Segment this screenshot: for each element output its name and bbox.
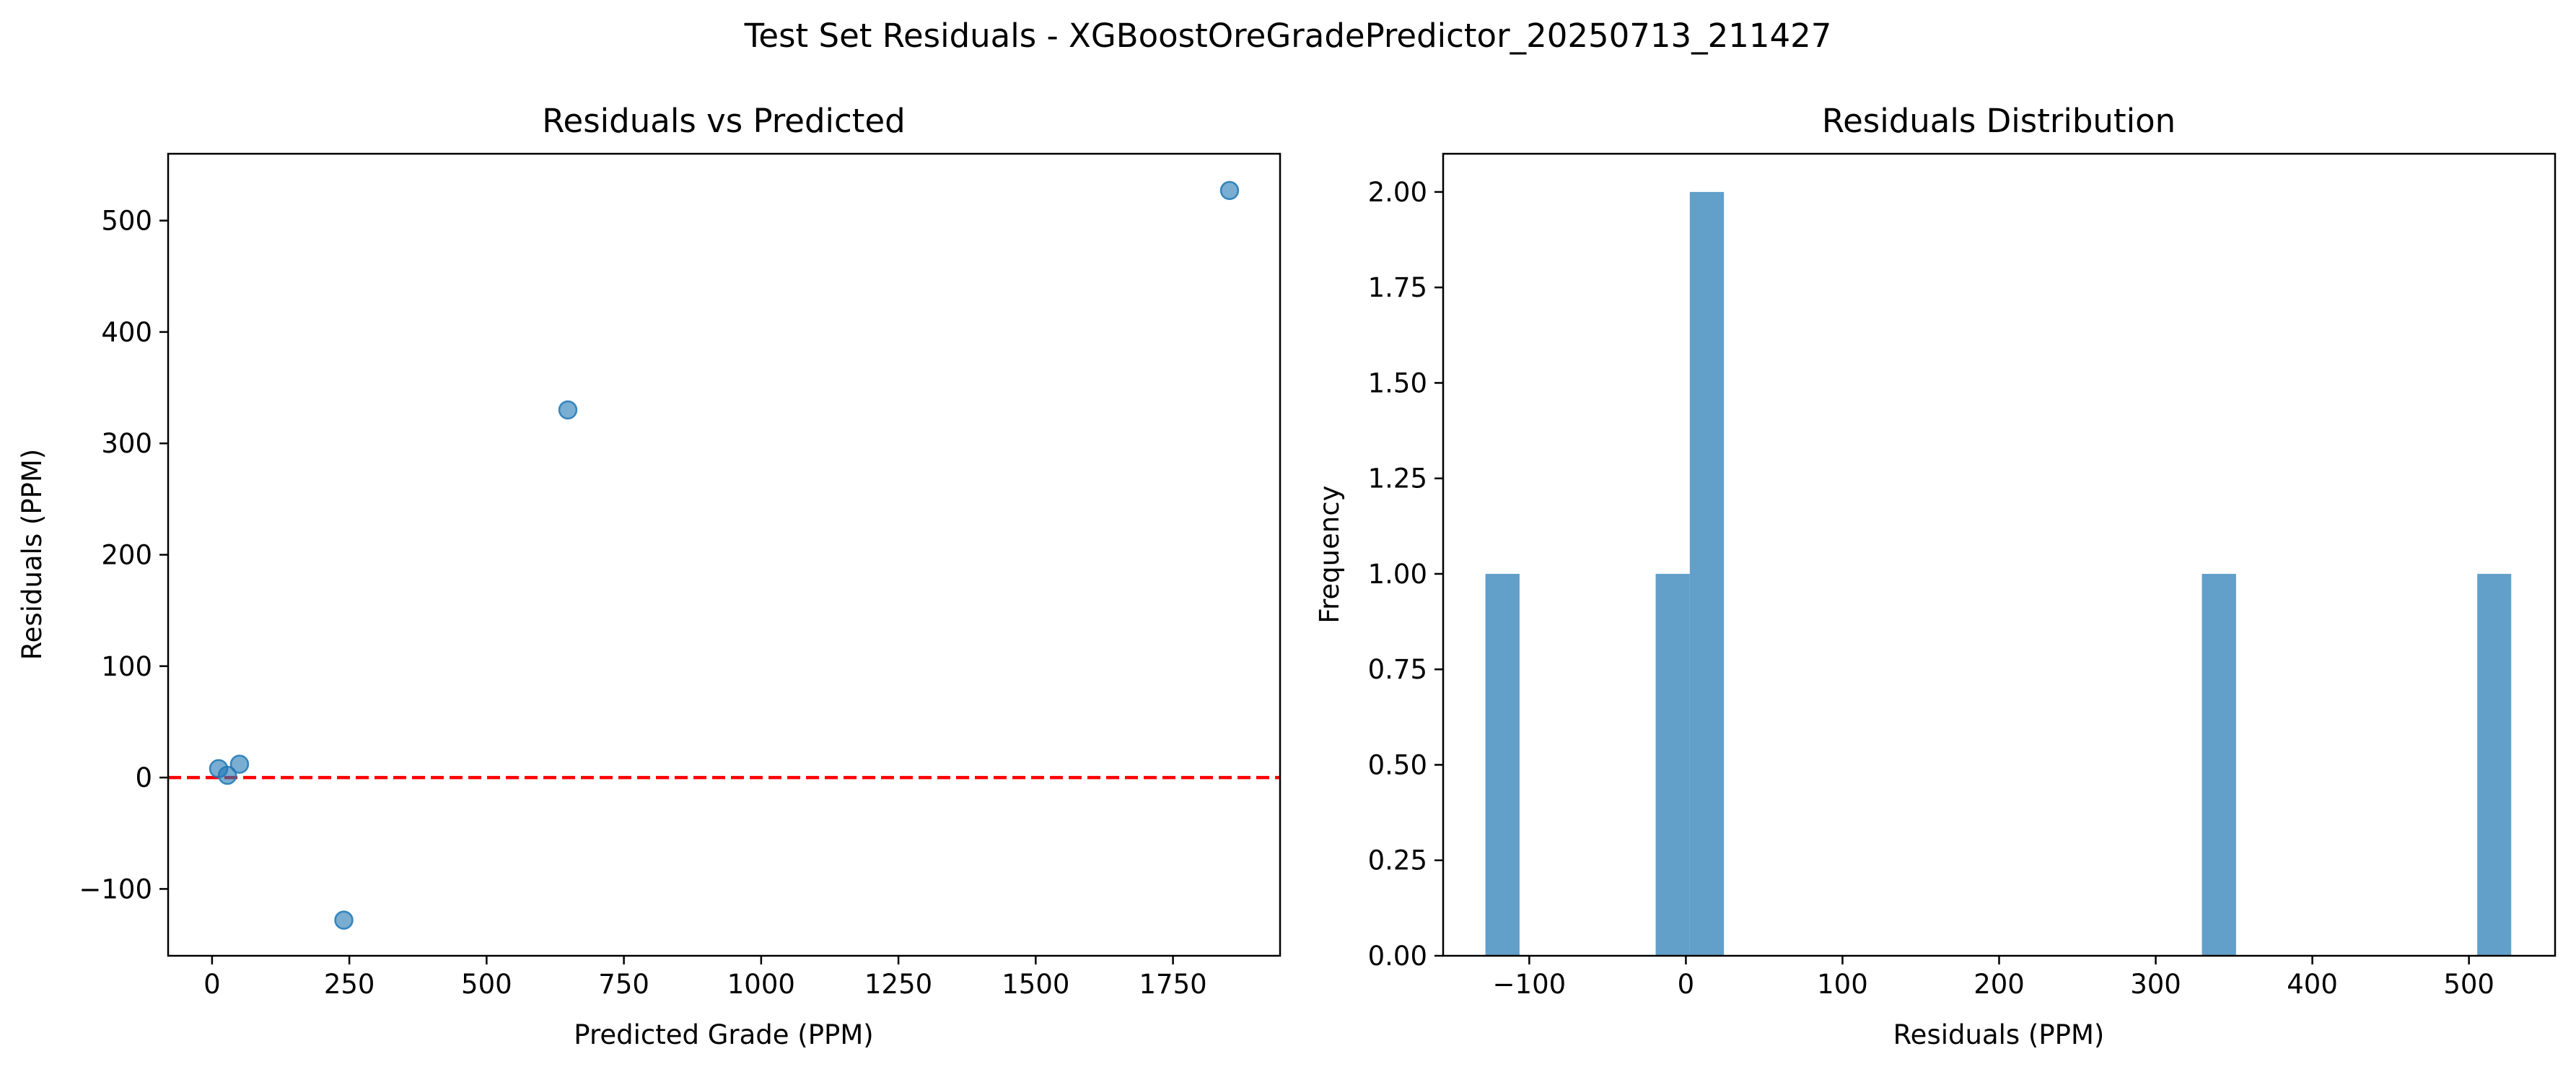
- histogram-bar: [2202, 573, 2236, 956]
- scatter-point: [229, 754, 250, 774]
- histogram-ylabel: Frequency: [1314, 485, 1345, 623]
- histogram-bar: [1485, 573, 1520, 956]
- scatter-point: [217, 765, 237, 785]
- histogram-plot: Residuals Distribution −100 0 100 200 300 400…: [1314, 102, 2557, 1050]
- histogram-bar: [1655, 573, 1690, 956]
- scatter-ticks: 0 250 500 750 1000 1250 1500 1750 −100 0 100 200 300…: [79, 206, 1206, 1000]
- scatter-xtick-label: 1250: [864, 969, 932, 1000]
- scatter-title: Residuals vs Predicted: [542, 102, 905, 140]
- histogram-bar: [2477, 573, 2512, 956]
- histogram-xtick-label: 100: [1817, 969, 1868, 1000]
- histogram-ytick-label: 1.75: [1368, 272, 1427, 303]
- scatter-xtick-label: 500: [461, 969, 512, 1000]
- histogram-title: Residuals Distribution: [1822, 102, 2176, 140]
- scatter-ytick-label: 200: [101, 540, 152, 571]
- histogram-axes-frame: [1442, 152, 2557, 957]
- scatter-plot: Residuals vs Predicted 0 250 500 750 1000 125…: [17, 102, 1282, 1050]
- scatter-ytick-label: 400: [101, 317, 152, 348]
- histogram-xtick-label: −100: [1493, 969, 1567, 1000]
- histogram-ytick-label: 1.00: [1368, 559, 1427, 590]
- histogram-xtick-label: 400: [2287, 969, 2338, 1000]
- scatter-xtick-label: 250: [324, 969, 375, 1000]
- scatter-xtick-label: 1750: [1139, 969, 1207, 1000]
- histogram-xtick-label: 0: [1678, 969, 1695, 1000]
- scatter-xtick-label: 750: [598, 969, 649, 1000]
- histogram-ytick-label: 2.00: [1368, 177, 1427, 208]
- scatter-xtick-label: 0: [203, 969, 221, 1000]
- histogram-ytick-label: 0.75: [1368, 654, 1427, 685]
- scatter-marks: [168, 180, 1280, 930]
- scatter-ytick-label: −100: [79, 873, 152, 905]
- histogram-ytick-label: 0.25: [1368, 845, 1427, 876]
- scatter-ylabel: Residuals (PPM): [17, 449, 48, 661]
- scatter-xlabel: Predicted Grade (PPM): [574, 1019, 873, 1050]
- scatter-ytick-label: 0: [135, 762, 152, 793]
- scatter-ytick-label: 500: [101, 206, 152, 237]
- figure-suptitle: Test Set Residuals - XGBoostOreGradePred…: [744, 17, 1832, 55]
- scatter-point: [334, 910, 354, 930]
- histogram-ytick-label: 0.00: [1368, 941, 1427, 972]
- scatter-point: [1219, 180, 1240, 201]
- histogram-ytick-label: 1.50: [1368, 367, 1427, 398]
- histogram-xtick-label: 500: [2443, 969, 2494, 1000]
- scatter-axes-frame: [167, 152, 1282, 957]
- histogram-marks: [1485, 191, 2512, 956]
- histogram-xtick-label: 300: [2130, 969, 2181, 1000]
- scatter-xtick-label: 1500: [1002, 969, 1069, 1000]
- histogram-ticks: −100 0 100 200 300 400 500 0.00 0.25 0.50 0.75 1.00…: [1368, 177, 2494, 1000]
- histogram-ytick-label: 0.50: [1368, 749, 1427, 780]
- scatter-point: [558, 400, 578, 420]
- scatter-ytick-label: 100: [101, 651, 152, 682]
- scatter-ytick-label: 300: [101, 428, 152, 459]
- histogram-xtick-label: 200: [1973, 969, 2025, 1000]
- histogram-xlabel: Residuals (PPM): [1893, 1019, 2105, 1050]
- scatter-xtick-label: 1000: [727, 969, 795, 1000]
- histogram-bar: [1689, 191, 1725, 956]
- histogram-ytick-label: 1.25: [1368, 463, 1427, 494]
